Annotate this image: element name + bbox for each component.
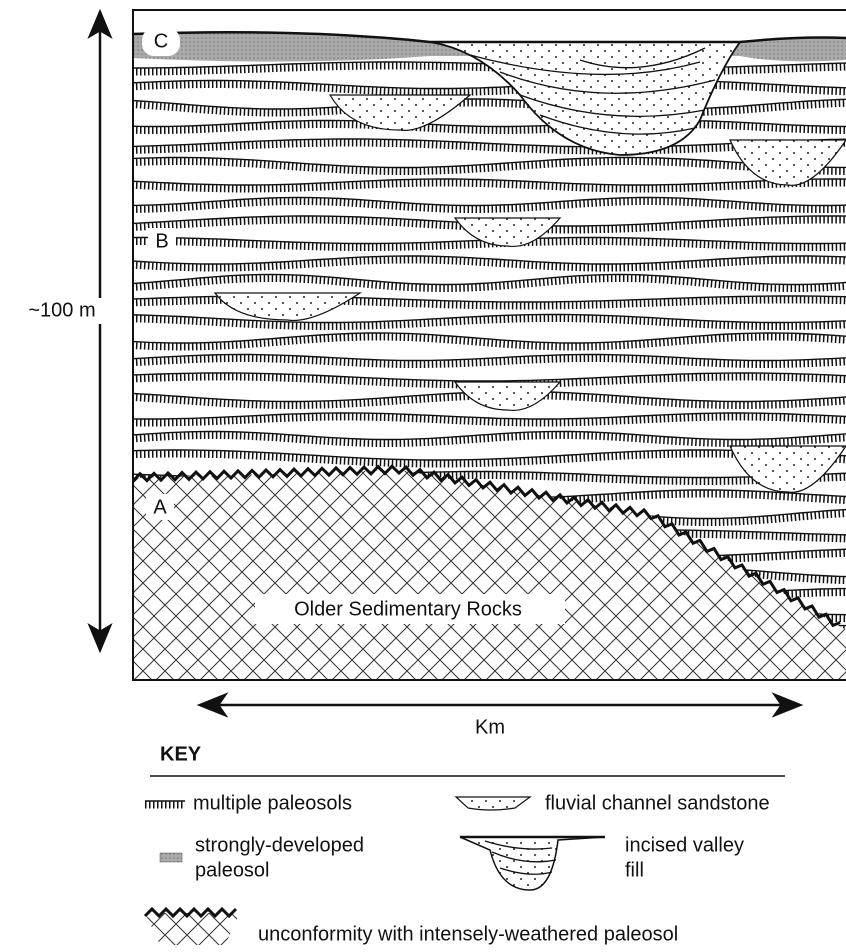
- key-text: paleosol: [195, 859, 270, 881]
- paleosol-symbol: [145, 800, 185, 809]
- paleosol-ticks: [133, 549, 846, 564]
- section-frame: [132, 9, 846, 681]
- paleosol-ticks: [133, 392, 846, 409]
- vertical-scale: [87, 8, 113, 654]
- paleosol-ticks: [133, 315, 846, 330]
- paleosol-ticks: [133, 355, 846, 368]
- paleosol-ticks: [133, 62, 846, 76]
- paleosol-ticks: [133, 179, 846, 193]
- unconformity: [133, 464, 841, 628]
- paleosol-ticks: [133, 432, 846, 447]
- paleosol-line: [133, 119, 846, 128]
- paleosol-ticks: [133, 256, 846, 272]
- paleosol-ticks: [133, 158, 846, 175]
- key-text: fluvial channel sandstone: [545, 792, 770, 814]
- label-bg: [146, 494, 174, 520]
- paleosol-line: [133, 313, 846, 324]
- paleosol-ticks: [133, 530, 846, 544]
- paleosol-ticks: [133, 373, 846, 389]
- valley-beds: [469, 47, 716, 135]
- horizon-label: A: [153, 496, 167, 518]
- paleosol-ticks: [133, 121, 846, 134]
- paleosol-line: [133, 79, 846, 90]
- channel-sandstone: [729, 139, 846, 186]
- label-bg: [148, 228, 176, 254]
- paleosol-line: [133, 430, 846, 441]
- paleosol-line: [133, 332, 846, 344]
- key-text: incised valley: [625, 834, 744, 856]
- basement: [133, 470, 846, 680]
- unconformity-symbol: [143, 906, 240, 945]
- paleosol-ticks: [133, 490, 846, 506]
- paleosol-ticks: [133, 216, 846, 234]
- key-text: fill: [625, 859, 644, 881]
- key-text: multiple paleosols: [193, 792, 352, 814]
- channel-sandstone: [453, 381, 562, 412]
- top-line: [133, 30, 846, 44]
- paleosol-line: [133, 196, 846, 207]
- key-title: KEY: [160, 743, 202, 765]
- thickness-label: ~100 m: [28, 299, 95, 321]
- label-bg: [18, 298, 118, 324]
- paleosol-line: [133, 412, 846, 420]
- paleosol-line: [133, 273, 846, 286]
- paleosol-ticks: [133, 81, 846, 96]
- paleosol-line: [133, 255, 846, 265]
- paleosol-ticks: [133, 296, 846, 310]
- paleosol-ticks: [133, 472, 846, 485]
- key-text: unconformity with intensely-weathered pa…: [258, 923, 678, 945]
- channel-sandstone: [453, 217, 562, 248]
- distance-label: Km: [475, 716, 505, 738]
- paleosol-ticks: [133, 413, 846, 427]
- paleosol-ticks: [120, 688, 846, 698]
- paleosol-line: [133, 353, 846, 362]
- channel-sandstone: [328, 94, 472, 131]
- key-text: strongly-developed: [195, 834, 364, 856]
- horizon-label: C: [154, 30, 168, 52]
- horizontal-scale: [196, 692, 804, 718]
- paleosol-line: [133, 178, 846, 186]
- valley-symbol: [459, 835, 606, 891]
- paleosol-line: [120, 684, 846, 694]
- channel-sandstone: [729, 445, 846, 493]
- paleosol-line: [133, 98, 846, 110]
- paleosol-ticks: [133, 238, 846, 251]
- channel-symbol: [454, 796, 532, 811]
- basement-label: Older Sedimentary Rocks: [294, 598, 522, 620]
- label-bg: [142, 28, 180, 56]
- label-bg: [255, 594, 565, 624]
- paleosol-line: [133, 156, 846, 169]
- paleosol-line: [133, 372, 846, 382]
- channel-sandstone: [213, 292, 363, 322]
- strong-paleosol-symbol: [159, 852, 183, 863]
- paleosol-ticks: [133, 197, 846, 213]
- horizon-label: B: [155, 230, 168, 252]
